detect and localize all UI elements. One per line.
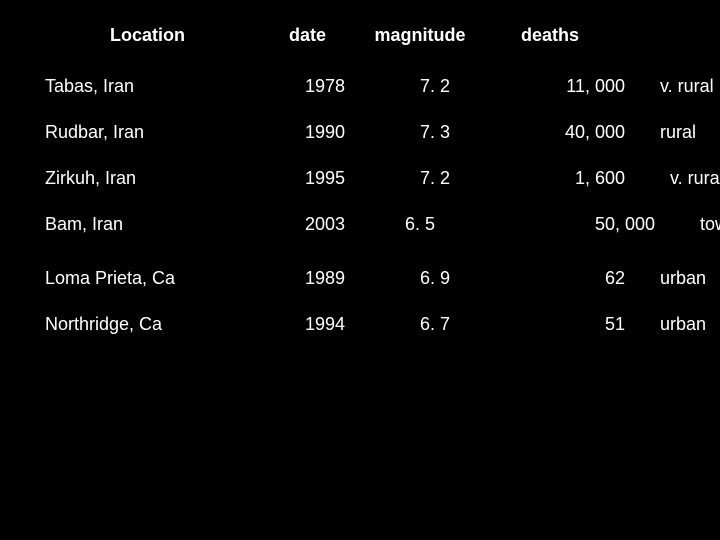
cell-setting: town — [700, 214, 720, 235]
cell-location: Rudbar, Iran — [35, 122, 245, 143]
table-row: Tabas, Iran 1978 7. 2 11, 000 v. rural — [35, 76, 685, 97]
cell-location: Tabas, Iran — [35, 76, 245, 97]
cell-deaths: 51 — [495, 314, 635, 335]
cell-setting: urban — [635, 268, 720, 289]
cell-location: Zirkuh, Iran — [35, 168, 245, 189]
cell-date: 2003 — [245, 214, 375, 235]
cell-magnitude: 7. 2 — [355, 76, 495, 97]
cell-location: Loma Prieta, Ca — [35, 268, 245, 289]
header-deaths: deaths — [485, 25, 615, 46]
table-row: Northridge, Ca 1994 6. 7 51 urban — [35, 314, 685, 335]
cell-magnitude: 6. 7 — [355, 314, 495, 335]
cell-deaths: 62 — [495, 268, 635, 289]
spacer — [35, 260, 685, 268]
cell-location: Bam, Iran — [35, 214, 245, 235]
table-row: Zirkuh, Iran 1995 7. 2 1, 600 v. rural — [35, 168, 685, 189]
table-row: Bam, Iran 2003 6. 5 50, 000 town — [35, 214, 685, 235]
cell-deaths: 1, 600 — [495, 168, 645, 189]
cell-date: 1989 — [245, 268, 355, 289]
cell-setting: v. rural — [635, 76, 720, 97]
cell-deaths: 11, 000 — [495, 76, 635, 97]
table-header: Location date magnitude deaths — [35, 25, 685, 46]
table-row: Rudbar, Iran 1990 7. 3 40, 000 rural — [35, 122, 685, 143]
cell-date: 1990 — [245, 122, 355, 143]
cell-deaths: 40, 000 — [495, 122, 635, 143]
header-date: date — [260, 25, 355, 46]
cell-date: 1978 — [245, 76, 355, 97]
cell-deaths: 50, 000 — [525, 214, 700, 235]
cell-magnitude: 6. 9 — [355, 268, 495, 289]
cell-setting: v. rural — [645, 168, 720, 189]
cell-date: 1994 — [245, 314, 355, 335]
cell-magnitude: 7. 3 — [355, 122, 495, 143]
header-magnitude: magnitude — [355, 25, 485, 46]
cell-location: Northridge, Ca — [35, 314, 245, 335]
cell-setting: urban — [635, 314, 720, 335]
slide: Location date magnitude deaths Tabas, Ir… — [0, 0, 720, 540]
header-location: Location — [35, 25, 260, 46]
table-row: Loma Prieta, Ca 1989 6. 9 62 urban — [35, 268, 685, 289]
cell-date: 1995 — [245, 168, 355, 189]
cell-setting: rural — [635, 122, 720, 143]
cell-magnitude: 7. 2 — [355, 168, 495, 189]
cell-magnitude: 6. 5 — [375, 214, 525, 235]
